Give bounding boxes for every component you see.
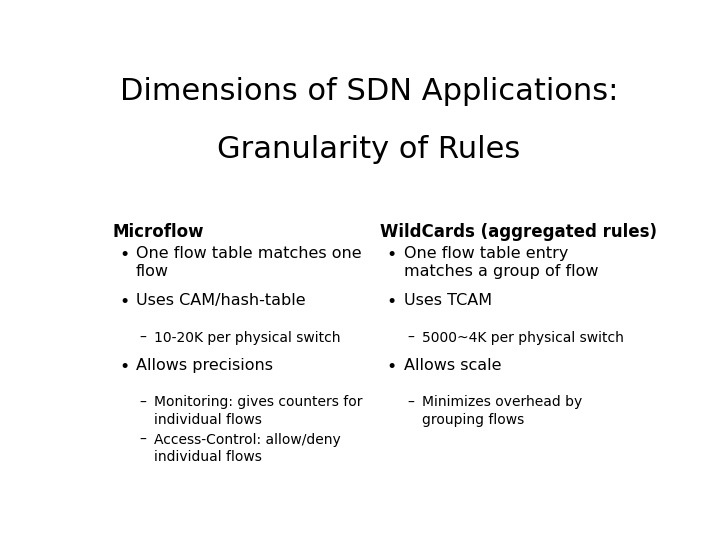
Text: Microflow: Microflow <box>112 223 204 241</box>
Text: Allows precisions: Allows precisions <box>136 358 273 373</box>
Text: –: – <box>139 433 146 447</box>
Text: 5000~4K per physical switch: 5000~4K per physical switch <box>422 331 624 345</box>
Text: Dimensions of SDN Applications:: Dimensions of SDN Applications: <box>120 77 618 106</box>
Text: Allows scale: Allows scale <box>404 358 501 373</box>
Text: •: • <box>119 294 130 312</box>
Text: One flow table entry
matches a group of flow: One flow table entry matches a group of … <box>404 246 598 279</box>
Text: Uses CAM/hash-table: Uses CAM/hash-table <box>136 294 305 308</box>
Text: 10-20K per physical switch: 10-20K per physical switch <box>154 331 341 345</box>
Text: –: – <box>139 331 146 345</box>
Text: •: • <box>387 294 397 312</box>
Text: Access-Control: allow/deny
individual flows: Access-Control: allow/deny individual fl… <box>154 433 341 464</box>
Text: •: • <box>119 246 130 264</box>
Text: One flow table matches one
flow: One flow table matches one flow <box>136 246 361 279</box>
Text: –: – <box>407 331 414 345</box>
Text: Granularity of Rules: Granularity of Rules <box>217 136 521 165</box>
Text: –: – <box>139 395 146 409</box>
Text: WildCards (aggregated rules): WildCards (aggregated rules) <box>380 223 657 241</box>
Text: –: – <box>407 395 414 409</box>
Text: •: • <box>387 358 397 376</box>
Text: •: • <box>119 358 130 376</box>
Text: •: • <box>387 246 397 264</box>
Text: Monitoring: gives counters for
individual flows: Monitoring: gives counters for individua… <box>154 395 363 427</box>
Text: Uses TCAM: Uses TCAM <box>404 294 492 308</box>
Text: Minimizes overhead by
grouping flows: Minimizes overhead by grouping flows <box>422 395 582 427</box>
